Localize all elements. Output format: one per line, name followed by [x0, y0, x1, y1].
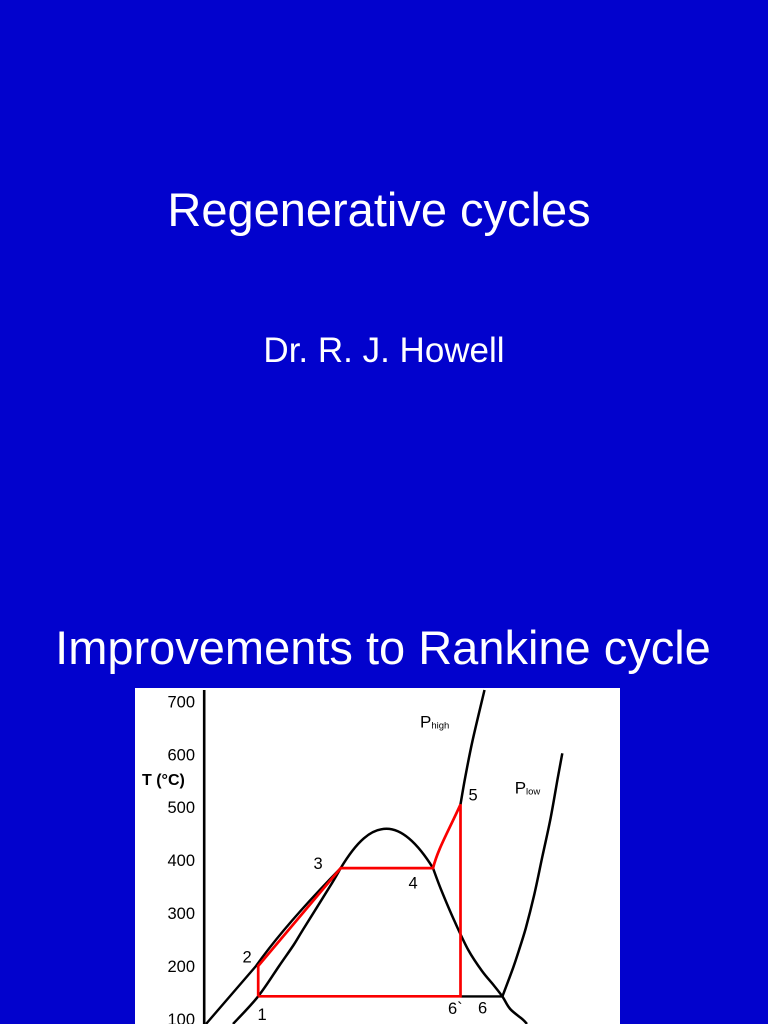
svg-text:400: 400	[167, 852, 195, 870]
svg-text:1: 1	[258, 1006, 267, 1024]
svg-text:700: 700	[167, 693, 195, 711]
svg-text:2: 2	[243, 949, 252, 967]
svg-text:6: 6	[478, 1000, 487, 1018]
svg-text:500: 500	[167, 799, 195, 817]
svg-text:200: 200	[167, 958, 195, 976]
svg-text:600: 600	[167, 746, 195, 764]
svg-text:Phigh: Phigh	[420, 712, 449, 731]
svg-text:Plow: Plow	[515, 779, 541, 798]
svg-text:6`: 6`	[448, 1000, 463, 1018]
svg-text:300: 300	[167, 905, 195, 923]
svg-text:100: 100	[167, 1011, 195, 1024]
svg-text:5: 5	[469, 787, 478, 805]
svg-text:4: 4	[409, 875, 418, 893]
svg-text:3: 3	[314, 855, 323, 873]
svg-text:T (°C): T (°C)	[142, 772, 185, 789]
